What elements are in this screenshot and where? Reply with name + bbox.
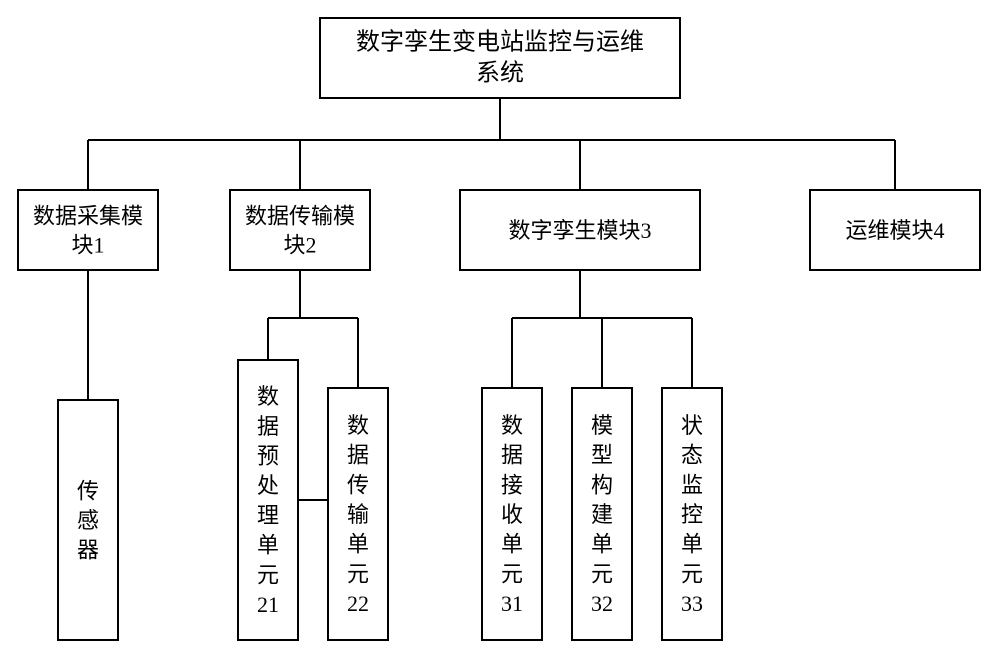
node-u32: 模型构建单元32 — [572, 388, 632, 640]
node-u21: 数据预处理单元21 — [238, 360, 298, 640]
node-u22: 数据传输单元22 — [328, 388, 388, 640]
node-u31: 数据接收单元31 — [482, 388, 542, 640]
node-u11: 传感器 — [58, 400, 118, 640]
node-m4: 运维模块4 — [810, 190, 980, 270]
node-label: 模型构建单元32 — [591, 412, 613, 615]
node-label: 数字孪生模块3 — [508, 218, 651, 243]
node-label: 数据接收单元31 — [501, 412, 523, 615]
node-label: 数据传输单元22 — [347, 412, 369, 615]
node-m1: 数据采集模块1 — [18, 190, 158, 270]
diagram-canvas: 数字孪生变电站监控与运维系统数据采集模块1 数据传输模块2 数字孪生模块3 运维模块4… — [0, 0, 1000, 669]
node-m3: 数字孪生模块3 — [460, 190, 700, 270]
node-u33: 状态监控单元33 — [662, 388, 722, 640]
node-root: 数字孪生变电站监控与运维系统 — [320, 18, 680, 98]
node-label: 传感器 — [77, 478, 99, 562]
node-label: 状态监控单元33 — [681, 412, 703, 615]
node-m2: 数据传输模块2 — [230, 190, 370, 270]
node-label: 运维模块4 — [845, 218, 944, 243]
